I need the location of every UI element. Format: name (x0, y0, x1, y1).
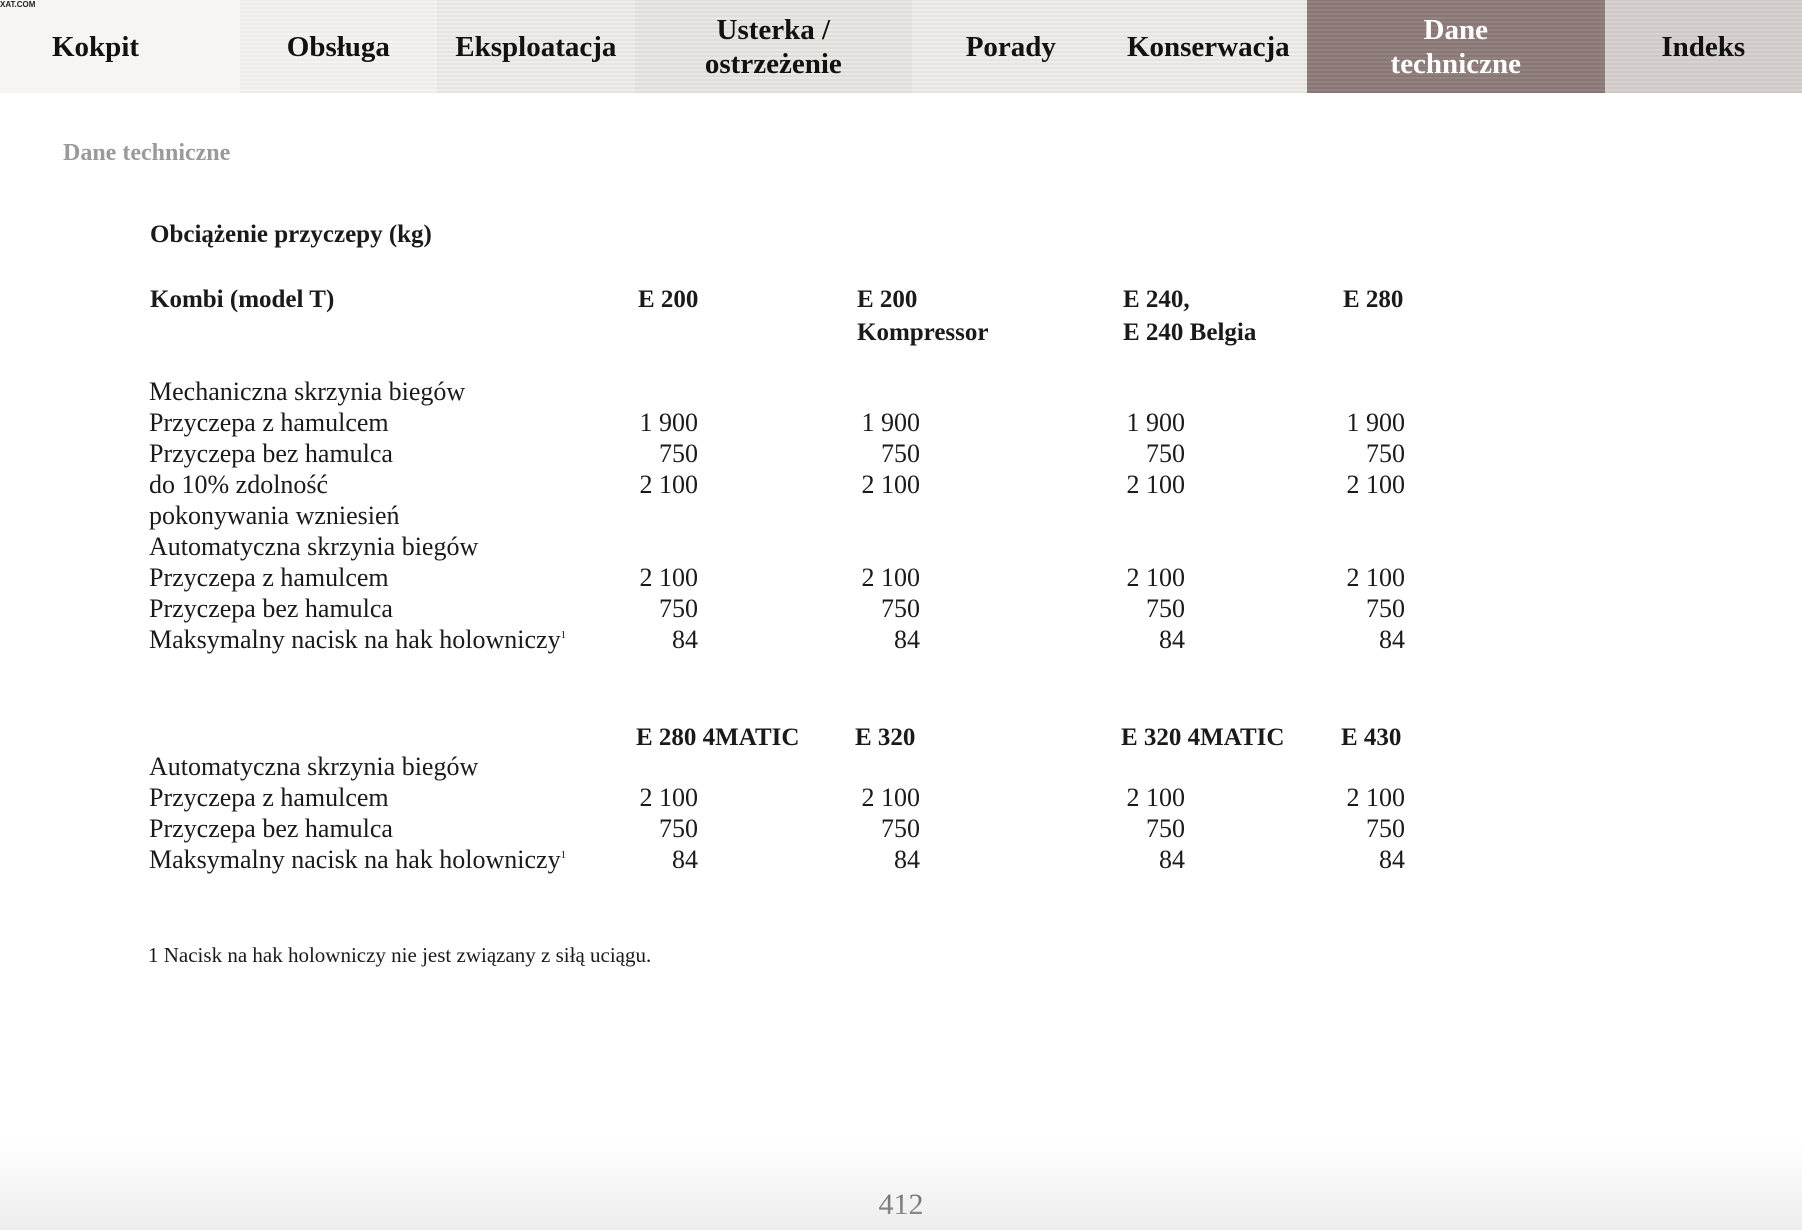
tab-konserwacja[interactable]: Konserwacja (1109, 0, 1308, 93)
row-label: Przyczepa bez hamulca (149, 814, 393, 843)
footnote: 1 Nacisk na hak holowniczy nie jest zwią… (148, 943, 652, 967)
table-cell: 2 100 (1346, 783, 1406, 812)
model-header-line: E 320 4MATIC (1121, 724, 1285, 751)
table-cell: 750 (1366, 439, 1405, 468)
row-label: do 10% zdolność (149, 470, 329, 499)
model-header-line: E 280 4MATIC (636, 724, 800, 751)
model-header: E 280 4MATIC (636, 721, 799, 754)
table-cell: 84 (1379, 845, 1405, 874)
row-label-text: Maksymalny nacisk na hak holowniczy (149, 625, 561, 654)
model-header: E 200 (638, 283, 698, 316)
table-cell: 1 900 (1126, 408, 1186, 437)
chapter-tabs: Kokpit Obsługa Eksploatacja Usterka / os… (0, 0, 1802, 93)
footnote-ref: 1 (560, 629, 567, 641)
row-label: Przyczepa bez hamulca (149, 439, 393, 468)
row-header: Kombi (model T) (150, 286, 335, 313)
table-cell: 2 100 (639, 783, 699, 812)
tab-obsluga[interactable]: Obsługa (239, 0, 438, 93)
table-cell: 84 (672, 845, 698, 874)
table-cell: 2 100 (1126, 563, 1186, 592)
footnote-ref: 1 (560, 849, 567, 861)
model-header-line: E 200 (857, 286, 918, 313)
page-shadow (0, 1140, 1802, 1230)
model-header-line: E 280 (1343, 286, 1404, 313)
row-label: Automatyczna skrzynia biegów (149, 532, 479, 561)
page-heading: Obciążenie przyczepy (kg) (150, 221, 432, 248)
table-cell: 750 (881, 594, 920, 623)
table-cell: 84 (1379, 625, 1405, 654)
table-cell: 2 100 (639, 563, 699, 592)
row-label-text: Maksymalny nacisk na hak holowniczy (149, 845, 561, 874)
model-header: E 320 (855, 721, 915, 754)
tab-kokpit[interactable]: Kokpit (0, 0, 240, 93)
table-cell: 2 100 (1346, 563, 1406, 592)
model-header-line: E 200 (638, 286, 699, 313)
tab-eksploatacja[interactable]: Eksploatacja (437, 0, 635, 93)
section-title: Dane techniczne (63, 140, 231, 166)
table-cell: 2 100 (861, 783, 921, 812)
row-label: Przyczepa bez hamulca (149, 594, 393, 623)
table-cell: 750 (1146, 594, 1185, 623)
table-cell: 750 (1366, 594, 1405, 623)
table-cell: 750 (1146, 439, 1185, 468)
table-cell: 750 (659, 594, 698, 623)
table-cell: 750 (659, 439, 698, 468)
table-cell: 84 (894, 625, 920, 654)
model-header: E 240, E 240 Belgia (1123, 283, 1256, 349)
table-cell: 84 (1159, 625, 1185, 654)
table-cell: 750 (881, 814, 920, 843)
table-cell: 750 (881, 439, 920, 468)
table-cell: 2 100 (1346, 470, 1406, 499)
row-label: Przyczepa z hamulcem (149, 783, 389, 812)
table-cell: 750 (1366, 814, 1405, 843)
model-header-line: E 240 Belgia (1123, 319, 1257, 346)
table-cell: 2 100 (861, 563, 921, 592)
row-label: Automatyczna skrzynia biegów (149, 752, 479, 781)
tab-dane-techniczne[interactable]: Dane techniczne (1307, 0, 1605, 93)
model-header: E 280 (1343, 283, 1403, 316)
row-label: Maksymalny nacisk na hak holowniczy1 (149, 845, 566, 875)
row-label: Przyczepa z hamulcem (149, 563, 389, 592)
tab-usterka[interactable]: Usterka / ostrzeżenie (634, 0, 913, 93)
table-cell: 84 (1159, 845, 1185, 874)
table-cell: 750 (1146, 814, 1185, 843)
row-label: Przyczepa z hamulcem (149, 408, 389, 437)
model-header: E 200 Kompressor (857, 283, 988, 349)
table-cell: 750 (659, 814, 698, 843)
model-header-line: E 320 (855, 724, 916, 751)
model-header-line: E 430 (1341, 724, 1402, 751)
table-cell: 84 (894, 845, 920, 874)
table-cell: 84 (672, 625, 698, 654)
table-cell: 2 100 (1126, 783, 1186, 812)
model-header-line: Kompressor (857, 319, 989, 346)
row-label: Mechaniczna skrzynia biegów (149, 377, 466, 406)
table-cell: 1 900 (861, 408, 921, 437)
tab-porady[interactable]: Porady (912, 0, 1110, 93)
model-header-line: E 240, (1123, 286, 1190, 313)
table-cell: 2 100 (1126, 470, 1186, 499)
row-label: pokonywania wzniesień (149, 501, 400, 530)
model-header: E 320 4MATIC (1121, 721, 1284, 754)
table-cell: 2 100 (639, 470, 699, 499)
table-cell: 1 900 (639, 408, 699, 437)
row-label: Maksymalny nacisk na hak holowniczy1 (149, 625, 566, 655)
table-cell: 2 100 (861, 470, 921, 499)
watermark: XAT.COM (0, 0, 36, 9)
model-header: E 430 (1341, 721, 1401, 754)
tab-indeks[interactable]: Indeks (1604, 0, 1802, 93)
table-cell: 1 900 (1346, 408, 1406, 437)
